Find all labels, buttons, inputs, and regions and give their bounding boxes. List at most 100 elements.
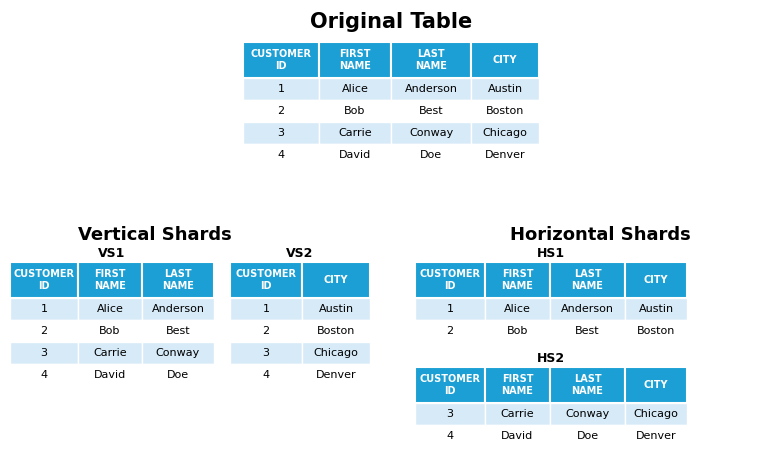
Text: Conway: Conway bbox=[409, 128, 453, 138]
Text: Bob: Bob bbox=[99, 326, 120, 336]
Text: CUSTOMER
ID: CUSTOMER ID bbox=[419, 374, 480, 396]
Text: Vertical Shards: Vertical Shards bbox=[78, 226, 232, 244]
Text: FIRST
NAME: FIRST NAME bbox=[339, 50, 371, 71]
Bar bbox=[10, 262, 78, 298]
Text: 4: 4 bbox=[447, 431, 454, 441]
Bar bbox=[471, 100, 539, 122]
Text: David: David bbox=[501, 431, 533, 441]
Bar bbox=[243, 78, 319, 100]
Bar bbox=[415, 367, 485, 403]
Bar bbox=[391, 78, 471, 100]
Text: LAST
NAME: LAST NAME bbox=[415, 50, 447, 71]
Text: 2: 2 bbox=[263, 326, 270, 336]
Bar bbox=[625, 425, 687, 447]
Bar bbox=[302, 342, 370, 364]
Bar bbox=[550, 403, 625, 425]
Bar bbox=[485, 262, 550, 298]
Text: Anderson: Anderson bbox=[404, 84, 457, 94]
Text: 4: 4 bbox=[278, 150, 285, 160]
Bar bbox=[230, 320, 302, 342]
Bar bbox=[302, 320, 370, 342]
Text: Doe: Doe bbox=[167, 370, 189, 380]
Text: HS2: HS2 bbox=[537, 352, 565, 365]
Bar bbox=[142, 298, 214, 320]
Bar bbox=[10, 364, 78, 386]
Text: Austin: Austin bbox=[487, 84, 522, 94]
Text: LAST
NAME: LAST NAME bbox=[162, 270, 194, 291]
Text: Anderson: Anderson bbox=[152, 304, 205, 314]
Text: Denver: Denver bbox=[485, 150, 526, 160]
Bar bbox=[78, 298, 142, 320]
Bar bbox=[10, 342, 78, 364]
Text: CUSTOMER
ID: CUSTOMER ID bbox=[250, 50, 311, 71]
Text: Doe: Doe bbox=[576, 431, 598, 441]
Text: 1: 1 bbox=[263, 304, 270, 314]
Text: David: David bbox=[94, 370, 126, 380]
Bar bbox=[243, 144, 319, 166]
Bar bbox=[243, 122, 319, 144]
Bar bbox=[319, 78, 391, 100]
Text: Alice: Alice bbox=[342, 84, 368, 94]
Text: 2: 2 bbox=[41, 326, 48, 336]
Text: CUSTOMER
ID: CUSTOMER ID bbox=[13, 270, 74, 291]
Text: Carrie: Carrie bbox=[93, 348, 127, 358]
Text: 3: 3 bbox=[278, 128, 285, 138]
Text: 4: 4 bbox=[41, 370, 48, 380]
Bar bbox=[230, 298, 302, 320]
Bar bbox=[415, 262, 485, 298]
Text: LAST
NAME: LAST NAME bbox=[572, 270, 604, 291]
Text: Austin: Austin bbox=[318, 304, 353, 314]
Text: Austin: Austin bbox=[638, 304, 673, 314]
Text: CITY: CITY bbox=[493, 55, 517, 65]
Bar bbox=[415, 403, 485, 425]
Bar bbox=[625, 320, 687, 342]
Bar bbox=[550, 320, 625, 342]
Text: 4: 4 bbox=[263, 370, 270, 380]
Bar bbox=[485, 367, 550, 403]
Bar bbox=[485, 403, 550, 425]
Bar bbox=[550, 262, 625, 298]
Text: Carrie: Carrie bbox=[338, 128, 371, 138]
Bar bbox=[230, 342, 302, 364]
Text: Best: Best bbox=[418, 106, 443, 116]
Bar bbox=[625, 403, 687, 425]
Bar bbox=[142, 320, 214, 342]
Text: FIRST
NAME: FIRST NAME bbox=[501, 374, 533, 396]
Bar bbox=[415, 298, 485, 320]
Bar bbox=[625, 262, 687, 298]
Bar bbox=[550, 298, 625, 320]
Bar bbox=[243, 42, 319, 78]
Bar bbox=[319, 100, 391, 122]
Text: Chicago: Chicago bbox=[482, 128, 527, 138]
Bar bbox=[391, 42, 471, 78]
Text: Chicago: Chicago bbox=[633, 409, 679, 419]
Bar bbox=[302, 298, 370, 320]
Text: David: David bbox=[339, 150, 371, 160]
Text: FIRST
NAME: FIRST NAME bbox=[94, 270, 126, 291]
Text: VS1: VS1 bbox=[99, 247, 126, 260]
Bar bbox=[471, 144, 539, 166]
Text: Denver: Denver bbox=[316, 370, 357, 380]
Bar bbox=[625, 298, 687, 320]
Text: Alice: Alice bbox=[504, 304, 531, 314]
Text: 1: 1 bbox=[447, 304, 454, 314]
Text: Best: Best bbox=[166, 326, 190, 336]
Text: Conway: Conway bbox=[156, 348, 200, 358]
Bar bbox=[625, 367, 687, 403]
Bar bbox=[78, 342, 142, 364]
Text: 3: 3 bbox=[41, 348, 48, 358]
Bar bbox=[471, 42, 539, 78]
Bar bbox=[485, 320, 550, 342]
Text: 2: 2 bbox=[278, 106, 285, 116]
Text: Horizontal Shards: Horizontal Shards bbox=[510, 226, 691, 244]
Text: Boston: Boston bbox=[317, 326, 355, 336]
Text: CUSTOMER
ID: CUSTOMER ID bbox=[419, 270, 480, 291]
Bar bbox=[78, 262, 142, 298]
Bar bbox=[415, 320, 485, 342]
Bar bbox=[10, 298, 78, 320]
Text: CITY: CITY bbox=[644, 275, 669, 285]
Text: Alice: Alice bbox=[96, 304, 124, 314]
Text: 1: 1 bbox=[41, 304, 48, 314]
Text: 1: 1 bbox=[278, 84, 285, 94]
Bar bbox=[243, 100, 319, 122]
